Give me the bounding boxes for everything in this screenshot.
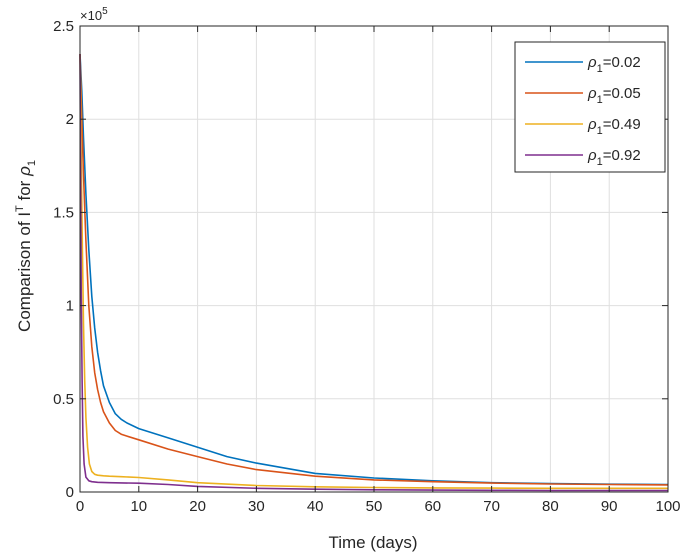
axis-ticks: [79, 25, 669, 493]
legend-entry-label: ρ1=0.92: [587, 147, 641, 168]
x-tick-label: 50: [366, 498, 383, 515]
legend-box: [514, 41, 666, 173]
x-tick-label: 40: [307, 498, 324, 515]
y-tick-label: 1: [66, 298, 74, 315]
legend-entry-label: ρ1=0.02: [587, 54, 641, 75]
legend: ρ1=0.02 ρ1=0.05 ρ1=0.49 ρ1=0.92: [514, 41, 666, 173]
y-tick-label: 0: [66, 484, 74, 501]
legend-entry-label: ρ1=0.05: [587, 85, 641, 106]
y-tick-label: 2: [66, 111, 74, 128]
x-tick-label: 80: [542, 498, 559, 515]
y-tick-label: 0.5: [53, 391, 74, 408]
x-axis-label: Time (days): [328, 533, 417, 552]
x-tick-label: 0: [76, 498, 84, 515]
legend-entry-label: ρ1=0.49: [587, 116, 641, 137]
y-axis-exponent: ×105: [80, 6, 108, 23]
y-tick-labels: 0 0.5 1 1.5 2 2.5: [53, 18, 74, 501]
y-axis-label: Comparison of IT for ρ1: [14, 160, 38, 332]
x-tick-label: 60: [424, 498, 441, 515]
series-line: [79, 53, 669, 486]
series-line: [79, 53, 669, 486]
series-line: [79, 53, 668, 492]
x-tick-label: 30: [248, 498, 265, 515]
x-tick-label: 10: [130, 498, 147, 515]
x-tick-label: 90: [601, 498, 618, 515]
x-tick-label: 70: [483, 498, 500, 515]
y-tick-label: 1.5: [53, 204, 74, 221]
x-tick-label: 100: [655, 498, 680, 515]
x-tick-label: 20: [189, 498, 206, 515]
y-tick-label: 2.5: [53, 18, 74, 35]
x-tick-labels: 0 10 20 30 40 50 60 70 80 90 100: [76, 498, 681, 515]
